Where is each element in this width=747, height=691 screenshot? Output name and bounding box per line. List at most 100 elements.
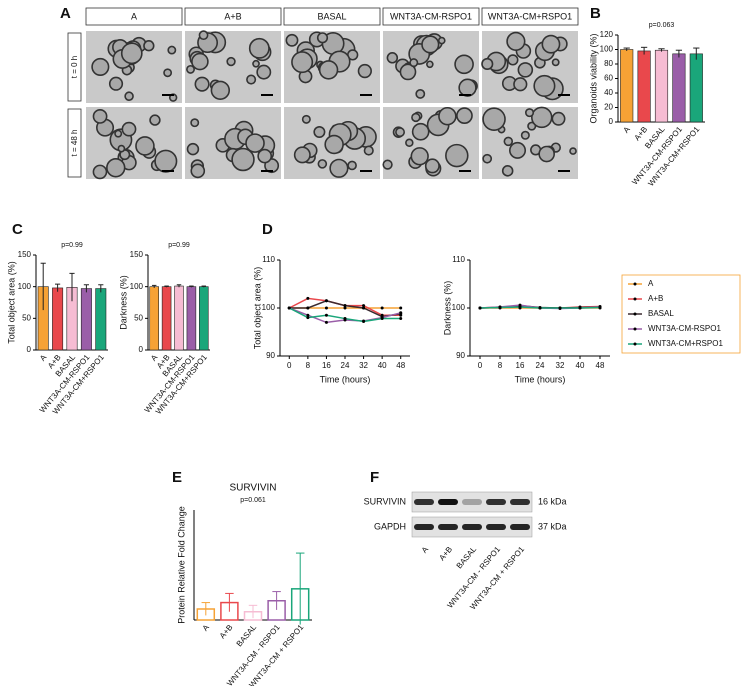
organoid <box>108 76 124 91</box>
bar <box>161 286 172 351</box>
y-tick-label: 90 <box>456 351 465 360</box>
organoid <box>533 74 556 97</box>
bar <box>95 288 107 351</box>
point <box>518 305 522 309</box>
organoid <box>438 106 457 126</box>
organoid <box>293 146 311 164</box>
organoid <box>313 125 326 138</box>
band <box>510 499 530 505</box>
band <box>486 499 506 505</box>
band <box>414 499 434 505</box>
organoid <box>421 35 440 54</box>
organoid <box>246 74 257 85</box>
point <box>578 306 582 310</box>
organoid <box>531 106 553 129</box>
organoid <box>316 32 329 44</box>
annotation: p=0.99 <box>168 242 190 249</box>
chart-title: SURVIVIN <box>229 483 276 494</box>
organoid <box>458 78 477 97</box>
point <box>324 306 328 310</box>
organoid <box>506 31 526 51</box>
organoid <box>501 165 514 177</box>
organoid <box>411 112 421 123</box>
y-tick-label: 20 <box>604 103 613 112</box>
panel-letter: E <box>172 469 182 486</box>
column-header: A <box>131 11 137 21</box>
x-tick-label: 24 <box>536 361 545 370</box>
point <box>558 306 562 310</box>
point <box>538 306 542 310</box>
organoid <box>149 114 161 126</box>
y-tick-label: 100 <box>262 303 276 312</box>
row-label: t = 48 h <box>70 130 79 157</box>
organoid <box>210 80 231 101</box>
legend-dot <box>633 312 637 316</box>
point <box>306 316 310 320</box>
y-tick-label: 90 <box>266 351 275 360</box>
x-tick-label: 40 <box>576 361 585 370</box>
organoid <box>194 76 210 92</box>
lane-label: A+B <box>437 545 454 563</box>
organoid <box>569 147 577 155</box>
x-tick-label: 48 <box>396 361 405 370</box>
x-tick-label: 0 <box>478 361 483 370</box>
organoid <box>482 107 506 131</box>
organoid <box>257 148 273 164</box>
organoid <box>191 52 209 71</box>
organoid <box>167 45 177 55</box>
organoid <box>405 138 414 148</box>
x-tick-label: 32 <box>556 361 565 370</box>
organoid <box>190 163 206 179</box>
organoid <box>410 147 429 166</box>
organoid <box>198 30 209 41</box>
bar <box>174 285 184 351</box>
organoid <box>513 77 528 92</box>
y-tick-label: 0 <box>27 345 32 354</box>
organoid <box>347 160 357 171</box>
point <box>306 306 310 310</box>
y-axis-label: Protein Relative Fold Change <box>176 506 186 624</box>
row-label-box <box>67 32 82 102</box>
column-header-box <box>481 7 579 26</box>
organoid <box>91 57 110 76</box>
organoid <box>551 58 560 67</box>
organoid <box>121 121 137 137</box>
size-label: 16 kDa <box>538 496 567 506</box>
y-axis-label: Total object area (%) <box>6 261 16 344</box>
point <box>380 317 384 321</box>
x-tick-label: 8 <box>498 361 503 370</box>
y-tick-label: 50 <box>134 313 143 322</box>
organoid <box>437 36 446 45</box>
x-tick-label: 8 <box>306 361 311 370</box>
organoid <box>481 57 494 71</box>
organoid <box>154 149 178 173</box>
x-axis-label: Time (hours) <box>515 374 566 384</box>
legend-dot <box>633 327 637 331</box>
organoid <box>507 54 519 66</box>
organoid <box>117 144 126 153</box>
point <box>343 306 347 310</box>
organoid <box>382 159 393 170</box>
x-tick-label: A <box>38 352 49 362</box>
point <box>287 306 291 310</box>
annotation: p=0.063 <box>649 22 675 29</box>
organoid <box>114 129 123 138</box>
organoid <box>190 118 200 128</box>
organoid <box>551 111 566 126</box>
organoid <box>120 42 143 65</box>
organoid <box>524 108 535 118</box>
legend-dot <box>633 342 637 346</box>
organoid <box>92 164 108 180</box>
organoid <box>363 145 374 156</box>
organoid <box>163 68 173 78</box>
organoid <box>454 54 474 75</box>
band <box>486 524 506 530</box>
y-axis-label: Organoids viability (%) <box>588 33 598 123</box>
organoid <box>395 127 406 138</box>
organoid <box>301 114 311 124</box>
organoid <box>456 107 473 125</box>
point <box>324 313 328 317</box>
organoid <box>424 158 440 174</box>
x-tick-label: 16 <box>516 361 525 370</box>
bar <box>186 286 197 351</box>
